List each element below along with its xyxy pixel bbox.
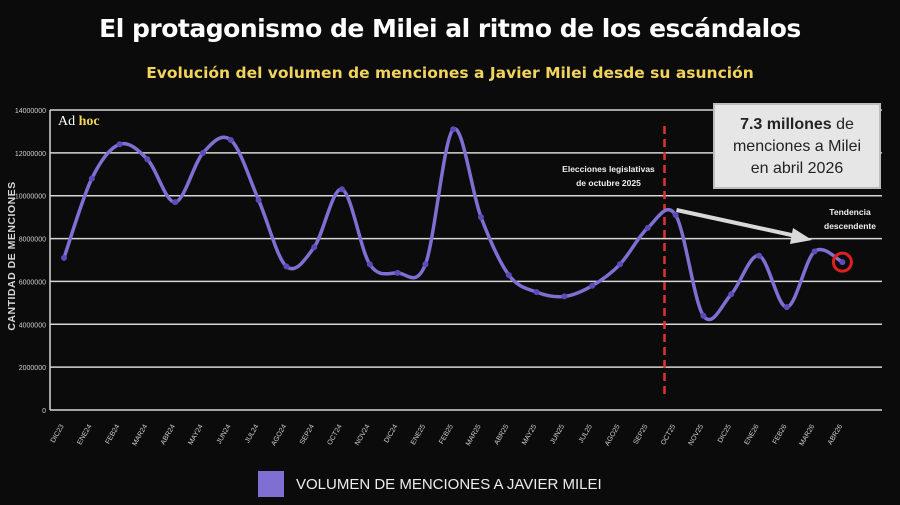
x-tick-label: DIC23 <box>50 423 66 444</box>
data-point <box>366 261 373 268</box>
data-point <box>561 293 568 300</box>
data-point <box>589 282 596 289</box>
data-point <box>617 261 623 268</box>
x-tick-label: ABR26 <box>827 423 844 446</box>
data-point <box>478 214 484 221</box>
x-tick-label: ENE24 <box>76 423 93 446</box>
y-tick-label: 6000000 <box>19 279 46 286</box>
data-point <box>450 126 457 133</box>
y-tick-label: 8000000 <box>19 237 46 244</box>
trend-arrow <box>676 208 797 238</box>
y-tick-label: 0 <box>42 408 46 415</box>
data-point <box>728 291 735 298</box>
x-tick-label: NOV25 <box>688 423 706 446</box>
data-point <box>422 261 429 268</box>
callout-text1: de <box>831 116 854 133</box>
x-tick-label: MAY25 <box>521 423 538 446</box>
brand-ad: Ad <box>58 114 76 129</box>
data-point <box>311 244 318 251</box>
x-tick-label: DIC25 <box>717 423 733 444</box>
legend: VOLUMEN DE MENCIONES A JAVIER MILEI <box>258 471 602 497</box>
trend-label-line2: descendente <box>824 221 876 231</box>
data-point <box>644 224 651 231</box>
x-tick-label: JUN24 <box>216 423 233 445</box>
chart-title: El protagonismo de Milei al ritmo de los… <box>99 14 801 43</box>
data-point <box>339 186 345 193</box>
y-tick-label: 14000000 <box>15 108 46 115</box>
data-point <box>283 263 290 270</box>
x-tick-label: ABR25 <box>493 423 510 446</box>
data-point <box>227 137 234 143</box>
x-tick-label: ENE26 <box>744 423 761 446</box>
data-point <box>839 259 846 266</box>
x-tick-label: ABR24 <box>160 423 177 446</box>
callout-bold: 7.3 millones <box>740 116 832 133</box>
data-points <box>61 126 846 319</box>
election-label-line2: de octubre 2025 <box>576 178 641 188</box>
x-tick-label: FEB25 <box>438 423 455 445</box>
trend-arrowhead <box>790 228 812 244</box>
highlight-circle <box>831 251 853 273</box>
legend-label: VOLUMEN DE MENCIONES A JAVIER MILEI <box>296 475 602 493</box>
x-tick-label: MAR26 <box>799 423 817 447</box>
data-point <box>505 272 512 278</box>
x-tick-label: SEP25 <box>633 423 650 445</box>
callout-text3: en abril 2026 <box>750 160 844 177</box>
legend-swatch <box>258 471 284 497</box>
data-point <box>144 156 151 163</box>
x-tick-label: MAR25 <box>465 423 483 447</box>
x-tick-label: MAR24 <box>131 423 149 447</box>
brand-hoc: hoc <box>78 114 100 129</box>
x-tick-label: FEB24 <box>105 423 122 445</box>
data-point <box>672 212 679 218</box>
y-tick-label: 4000000 <box>19 322 46 329</box>
x-tick-label: JUN25 <box>549 423 566 445</box>
x-tick-label: OCT25 <box>660 423 677 446</box>
y-tick-label: 10000000 <box>15 194 46 201</box>
x-tick-label: AGO25 <box>604 423 622 447</box>
callout-text2: menciones a Milei <box>732 138 862 155</box>
x-tick-label: MAY24 <box>187 423 204 446</box>
trend-label-line1: Tendencia <box>829 207 871 217</box>
x-tick-label: JUL24 <box>244 423 260 444</box>
brand-logo: Ad hoc <box>58 114 100 130</box>
data-point <box>255 197 262 203</box>
data-point <box>533 289 540 296</box>
data-point <box>88 175 95 182</box>
x-tick-label: AGO24 <box>270 423 288 447</box>
y-tick-labels: 0 2000000 4000000 6000000 8000000 10000000 120… <box>15 108 46 415</box>
data-point <box>61 254 67 261</box>
data-point <box>700 312 707 319</box>
data-point <box>200 149 206 156</box>
x-tick-label: FEB26 <box>772 423 789 445</box>
callout-box: 7.3 millones de menciones a Milei en abr… <box>713 103 881 189</box>
x-tick-labels: DIC23 ENE24 FEB24 MAR24 ABR24 MAY24 JUN24 JUL24… <box>50 423 844 447</box>
y-tick-label: 12000000 <box>15 151 46 158</box>
x-tick-label: OCT24 <box>326 423 343 446</box>
data-point <box>783 304 790 311</box>
x-tick-label: ENE25 <box>410 423 427 446</box>
data-point <box>394 269 401 276</box>
x-tick-label: JUL25 <box>578 423 594 444</box>
data-point <box>172 199 179 206</box>
data-point <box>756 252 762 259</box>
x-tick-label: NOV24 <box>354 423 372 446</box>
data-point <box>811 248 818 255</box>
chart-subtitle: Evolución del volumen de menciones a Jav… <box>146 64 754 82</box>
data-point <box>116 141 123 148</box>
x-tick-label: DIC24 <box>383 423 399 444</box>
y-tick-label: 2000000 <box>19 365 46 372</box>
election-label-line1: Elecciones legislativas <box>562 164 655 174</box>
x-tick-label: SEP24 <box>299 423 316 445</box>
